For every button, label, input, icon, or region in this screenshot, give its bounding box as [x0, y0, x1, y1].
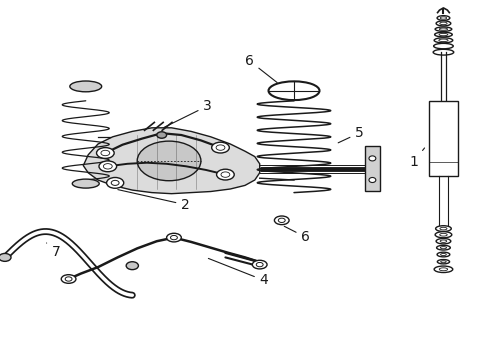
Ellipse shape: [167, 233, 181, 242]
Ellipse shape: [99, 161, 117, 172]
Ellipse shape: [252, 260, 267, 269]
Ellipse shape: [437, 16, 450, 21]
Ellipse shape: [440, 22, 447, 24]
Ellipse shape: [256, 262, 263, 267]
Ellipse shape: [435, 232, 452, 238]
Circle shape: [369, 156, 376, 161]
Ellipse shape: [278, 218, 285, 222]
Ellipse shape: [434, 266, 453, 273]
Ellipse shape: [106, 177, 123, 188]
Ellipse shape: [440, 240, 447, 242]
Ellipse shape: [65, 277, 72, 281]
Ellipse shape: [103, 164, 112, 169]
Ellipse shape: [436, 21, 451, 26]
Ellipse shape: [437, 252, 450, 257]
Ellipse shape: [433, 49, 454, 55]
Ellipse shape: [440, 233, 447, 236]
Ellipse shape: [441, 247, 446, 249]
Ellipse shape: [216, 145, 225, 150]
Ellipse shape: [274, 216, 289, 225]
Ellipse shape: [61, 275, 76, 283]
Ellipse shape: [434, 38, 453, 43]
Polygon shape: [365, 146, 380, 191]
Ellipse shape: [434, 44, 453, 49]
Text: 1: 1: [409, 148, 424, 168]
Ellipse shape: [440, 227, 447, 230]
Ellipse shape: [435, 32, 452, 37]
Text: 5: 5: [338, 126, 364, 143]
Ellipse shape: [221, 172, 230, 177]
Ellipse shape: [440, 17, 447, 19]
Polygon shape: [83, 128, 260, 194]
Ellipse shape: [97, 148, 114, 158]
Ellipse shape: [437, 260, 450, 264]
Ellipse shape: [101, 150, 110, 156]
Ellipse shape: [435, 27, 452, 31]
Text: 3: 3: [164, 99, 212, 127]
Ellipse shape: [73, 179, 99, 188]
Ellipse shape: [157, 132, 167, 138]
Ellipse shape: [437, 246, 450, 250]
Ellipse shape: [171, 235, 177, 240]
Text: 7: 7: [47, 243, 60, 258]
Ellipse shape: [111, 180, 119, 185]
Text: 6: 6: [245, 54, 277, 82]
Ellipse shape: [269, 81, 319, 100]
Ellipse shape: [436, 226, 451, 231]
Text: 6: 6: [284, 226, 310, 244]
Ellipse shape: [436, 239, 451, 244]
Ellipse shape: [439, 268, 448, 271]
Circle shape: [369, 177, 376, 183]
Ellipse shape: [70, 81, 101, 92]
Text: 4: 4: [208, 258, 269, 287]
Ellipse shape: [137, 141, 201, 181]
Ellipse shape: [0, 253, 11, 261]
Ellipse shape: [441, 261, 446, 263]
Ellipse shape: [217, 169, 234, 180]
Ellipse shape: [439, 39, 448, 42]
Ellipse shape: [439, 33, 448, 36]
Ellipse shape: [126, 262, 138, 270]
Bar: [429, 101, 458, 176]
Ellipse shape: [439, 28, 448, 30]
Ellipse shape: [441, 253, 446, 256]
Ellipse shape: [212, 142, 229, 153]
Text: 2: 2: [118, 190, 190, 212]
